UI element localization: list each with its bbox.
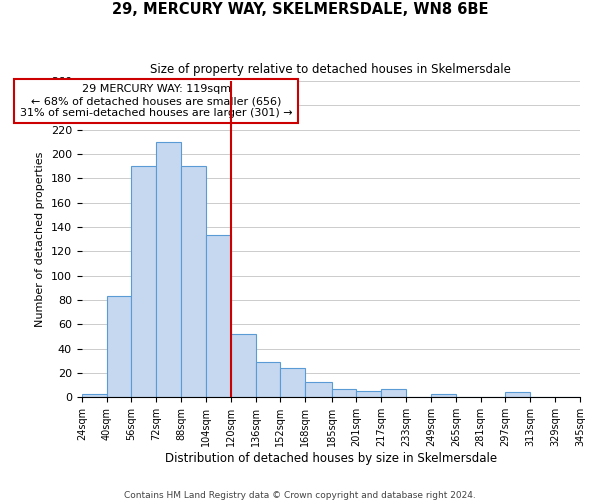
Bar	[382, 389, 406, 398]
X-axis label: Distribution of detached houses by size in Skelmersdale: Distribution of detached houses by size …	[165, 452, 497, 465]
Bar	[206, 236, 231, 398]
Bar	[82, 394, 107, 398]
Text: 29, MERCURY WAY, SKELMERSDALE, WN8 6BE: 29, MERCURY WAY, SKELMERSDALE, WN8 6BE	[112, 2, 488, 18]
Bar	[107, 296, 131, 398]
Bar	[156, 142, 181, 398]
Bar	[131, 166, 156, 398]
Bar	[305, 382, 332, 398]
Text: Contains HM Land Registry data © Crown copyright and database right 2024.: Contains HM Land Registry data © Crown c…	[124, 490, 476, 500]
Bar	[431, 394, 456, 398]
Text: 29 MERCURY WAY: 119sqm
← 68% of detached houses are smaller (656)
31% of semi-de: 29 MERCURY WAY: 119sqm ← 68% of detached…	[20, 84, 293, 117]
Bar	[332, 389, 356, 398]
Title: Size of property relative to detached houses in Skelmersdale: Size of property relative to detached ho…	[151, 62, 511, 76]
Bar	[356, 392, 382, 398]
Y-axis label: Number of detached properties: Number of detached properties	[35, 152, 45, 327]
Bar	[280, 368, 305, 398]
Bar	[181, 166, 206, 398]
Bar	[505, 392, 530, 398]
Bar	[231, 334, 256, 398]
Bar	[256, 362, 280, 398]
